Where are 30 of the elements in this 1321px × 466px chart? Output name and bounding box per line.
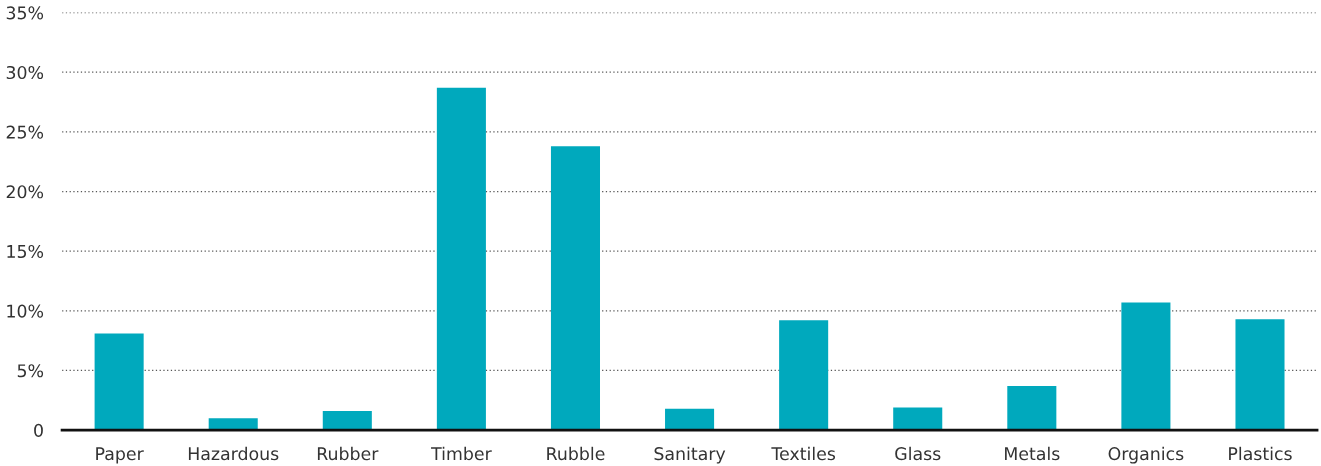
bar (1235, 319, 1285, 431)
y-tick-label: 0 (34, 423, 43, 437)
x-tick-label: Hazardous (188, 446, 279, 461)
x-tick-label: Rubble (547, 446, 605, 461)
bar (893, 407, 943, 431)
y-tick-label: 10% (7, 304, 44, 318)
bar (1121, 302, 1171, 431)
y-tick-label: 5% (17, 364, 44, 378)
y-tick-label: 30% (6, 65, 44, 80)
bar (94, 333, 144, 431)
x-tick-label: Paper (96, 447, 144, 464)
bar (436, 87, 486, 431)
x-tick-label: Textiles (771, 446, 836, 461)
x-tick-label: Glass (895, 446, 941, 461)
y-tick-label: 25% (6, 125, 44, 139)
x-tick-label: Rubber (317, 446, 379, 461)
bar (665, 408, 715, 431)
x-tick-label: Organics (1108, 446, 1184, 464)
x-tick-label: Metals (1005, 446, 1060, 461)
y-tick-label: 20% (6, 185, 44, 199)
y-tick-label: 35% (6, 6, 44, 20)
bar (322, 411, 372, 431)
bar (550, 146, 600, 431)
y-tick-label: 15% (7, 244, 44, 259)
x-tick-label: Timber (431, 446, 492, 461)
bar (1007, 385, 1057, 431)
bar (208, 418, 258, 431)
x-tick-label: Sanitary (654, 446, 726, 464)
bar (779, 320, 829, 431)
x-tick-label: Plastics (1229, 446, 1292, 461)
